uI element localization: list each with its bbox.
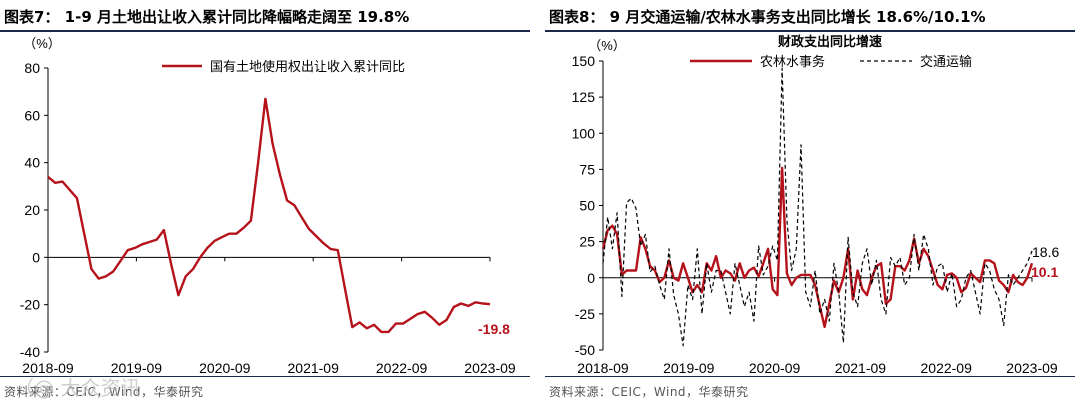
- fig8-y-tick-label: -25: [575, 306, 595, 322]
- fig8-x-tick-label: 2022-09: [921, 360, 973, 376]
- fig8-y-tick-label: 150: [572, 53, 596, 69]
- fig7-y-tick-label: 60: [24, 107, 40, 123]
- figure-7-source: 资料来源：CEIC，Wind，华泰研究: [4, 385, 204, 399]
- figure-7-title: 图表7： 1-9 月土地出让收入累计同比降幅略走阔至 19.8%: [4, 8, 410, 26]
- watermark: （@ 大众资讯: [14, 376, 141, 400]
- fig7-y-tick-label: -20: [20, 297, 40, 313]
- figure-8-source: 资料来源：CEIC，Wind，华泰研究: [549, 385, 749, 399]
- fig8-legend-label: 农林水事务: [760, 54, 825, 69]
- fig7-x-tick-label: 2022-09: [376, 360, 428, 376]
- fig7-x-tick-label: 2023-09: [464, 360, 516, 376]
- figure-8-bottom-rule: [545, 376, 1075, 377]
- fig8-y-tick-label: -50: [575, 342, 595, 358]
- fig8-y-tick-label: 50: [579, 198, 595, 214]
- fig8-x-tick-label: 2019-09: [663, 360, 715, 376]
- fig8-series-2-line: [602, 67, 1033, 347]
- fig7-y-tick-label: 0: [32, 249, 40, 265]
- fig7-x-tick-label: 2021-09: [288, 360, 340, 376]
- figure-7-title-rule: [0, 30, 530, 32]
- fig7-x-tick-label: 2020-09: [199, 360, 251, 376]
- figure-7-bottom-rule: [0, 376, 530, 377]
- fig7-y-tick-label: 40: [24, 155, 40, 171]
- fig7-x-tick-label: 2018-09: [22, 360, 74, 376]
- fig7-y-tick-label: -40: [20, 344, 40, 360]
- figure-8-chart: -50 -25 0 25 50 75 100 125 150 2018-09 2019-09 2020…: [572, 34, 1060, 376]
- figure-8-panel: 图表8： 9 月交通运输/农林水事务支出同比增长 18.6%/10.1% -50…: [545, 0, 1080, 406]
- fig8-x-tick-label: 2020-09: [749, 360, 801, 376]
- fig8-end-value-label: 18.6: [1032, 244, 1059, 260]
- fig8-y-unit-label: （%）: [588, 38, 626, 53]
- fig8-y-tick-label: 25: [579, 234, 595, 250]
- fig7-series-1-line: [47, 97, 491, 334]
- fig8-y-tick-label: 0: [587, 270, 595, 286]
- fig7-y-tick-label: 20: [24, 202, 40, 218]
- fig8-chart-title: 财政支出同比增速: [778, 34, 882, 49]
- fig7-y-unit-label: （%）: [23, 36, 61, 51]
- fig8-end-value-label: 10.1: [1031, 264, 1058, 280]
- fig8-legend-label: 交通运输: [920, 54, 972, 69]
- figure-7-panel: 图表7： 1-9 月土地出让收入累计同比降幅略走阔至 19.8% -40 -20 0…: [0, 0, 535, 406]
- fig8-y-tick-label: 100: [572, 125, 596, 141]
- fig8-y-tick-label: 75: [579, 161, 595, 177]
- fig8-y-tick-label: 125: [572, 89, 596, 105]
- fig8-x-tick-label: 2021-09: [835, 360, 887, 376]
- fig7-x-tick-label: 2019-09: [111, 360, 163, 376]
- fig7-end-value-label: -19.8: [478, 321, 510, 337]
- fig8-series-1-line: [601, 166, 1034, 329]
- fig8-x-tick-label: 2023-09: [1006, 360, 1058, 376]
- fig7-y-tick-label: 80: [24, 60, 40, 76]
- figure-8-title: 图表8： 9 月交通运输/农林水事务支出同比增长 18.6%/10.1%: [549, 8, 986, 26]
- fig7-legend-label: 国有土地使用权出让收入累计同比: [210, 59, 405, 74]
- figure-7-chart: -40 -20 0 20 40 60 80 2018-09 2019-09 2020-09 2021…: [20, 36, 516, 376]
- fig8-x-tick-label: 2018-09: [577, 360, 629, 376]
- figure-8-title-rule: [545, 30, 1075, 32]
